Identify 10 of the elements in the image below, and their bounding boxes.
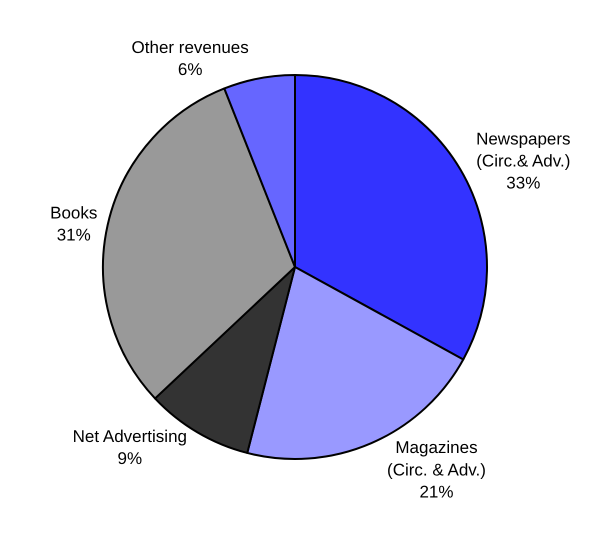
slice-label: Books (50, 204, 98, 223)
data-label: 33% (506, 174, 540, 193)
data-label: 21% (419, 482, 454, 502)
data-label: 9% (118, 449, 142, 468)
data-label: 31% (56, 226, 91, 245)
slice-label: Newspapers (Circ.& Adv.) (476, 129, 571, 171)
slice-label: Magazines (Circ. & Adv.) (387, 438, 486, 480)
data-label: 6% (178, 60, 202, 80)
slice-label: Other revenues (132, 38, 249, 58)
slice-label: Net Advertising (72, 426, 187, 446)
